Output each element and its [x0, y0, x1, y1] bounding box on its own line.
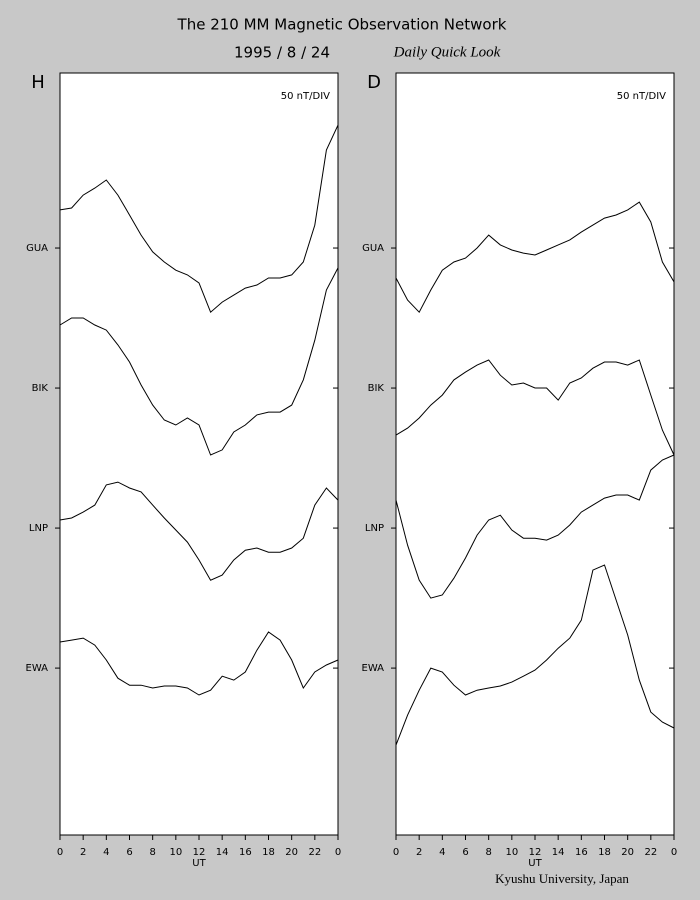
date: 1995 / 8 / 24 [234, 44, 330, 62]
footer: Kyushu University, Japan [495, 871, 629, 886]
x-tick-label: 10 [169, 847, 182, 858]
x-tick-label: 8 [149, 847, 155, 858]
subtitle: Daily Quick Look [393, 44, 501, 60]
plot-area [395, 72, 675, 836]
y-tick-label: BIK [368, 383, 385, 394]
x-tick-label: 10 [505, 847, 518, 858]
x-tick-label: 4 [103, 847, 109, 858]
x-tick-label: 16 [239, 847, 252, 858]
x-tick-label: 22 [644, 847, 657, 858]
plot-area [59, 72, 339, 836]
x-tick-label: 0 [57, 847, 63, 858]
y-tick-label: LNP [29, 523, 48, 534]
x-tick-label: 4 [439, 847, 445, 858]
trace [395, 201, 675, 314]
x-tick-label: 0 [335, 847, 341, 858]
x-tick-label: 2 [80, 847, 86, 858]
y-tick-label: GUA [26, 243, 48, 254]
x-tick-label: 2 [416, 847, 422, 858]
trace [59, 124, 339, 314]
x-tick-label: 20 [621, 847, 634, 858]
trace [395, 454, 675, 599]
trace [59, 267, 339, 456]
x-tick-label: 14 [552, 847, 565, 858]
x-tick-label: 8 [485, 847, 491, 858]
y-tick-label: LNP [365, 523, 384, 534]
title: The 210 MM Magnetic Observation Network [177, 16, 507, 34]
y-tick-label: GUA [362, 243, 384, 254]
trace [59, 481, 339, 581]
x-tick-label: 18 [598, 847, 611, 858]
trace [395, 359, 675, 456]
x-tick-label: 0 [671, 847, 677, 858]
x-tick-label: 12 [193, 847, 206, 858]
x-tick-label: 18 [262, 847, 275, 858]
x-tick-label: 16 [575, 847, 588, 858]
x-tick-label: 20 [285, 847, 298, 858]
x-tick-label: 6 [126, 847, 132, 858]
x-tick-label: 14 [216, 847, 229, 858]
y-tick-label: BIK [32, 383, 49, 394]
x-tick-label: 6 [462, 847, 468, 858]
x-tick-label: 22 [308, 847, 321, 858]
y-tick-label: EWA [26, 663, 49, 674]
y-tick-label: EWA [362, 663, 385, 674]
scale-note: 50 nT/DIV [617, 91, 666, 102]
trace [395, 564, 675, 746]
panel-label: H [31, 72, 45, 93]
scale-note: 50 nT/DIV [281, 91, 330, 102]
x-tick-label: 0 [393, 847, 399, 858]
x-tick-label: 12 [529, 847, 542, 858]
x-axis-label: UT [528, 858, 542, 869]
trace [59, 631, 339, 696]
panel-label: D [367, 72, 381, 93]
x-axis-label: UT [192, 858, 206, 869]
